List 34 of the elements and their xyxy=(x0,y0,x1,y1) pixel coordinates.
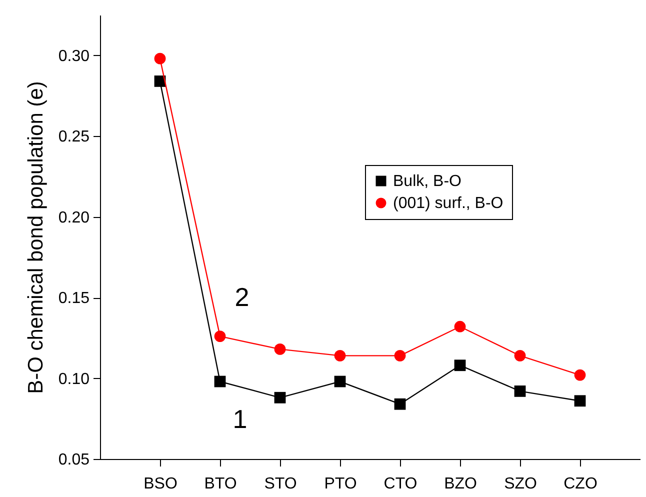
x-tick-label: CZO xyxy=(564,476,598,492)
point xyxy=(574,369,586,381)
point xyxy=(334,376,346,388)
legend-label: Bulk, B-O xyxy=(393,173,462,190)
point xyxy=(274,344,286,355)
x-tick-label: BTO xyxy=(204,476,237,492)
x-tick-label: SZO xyxy=(504,476,537,492)
y-tick-label: 0.25 xyxy=(58,128,90,146)
x-tick-label: CTO xyxy=(384,476,418,492)
point xyxy=(454,320,466,332)
point xyxy=(574,395,586,407)
point xyxy=(514,350,526,362)
x-tick-label: STO xyxy=(264,476,297,492)
legend-label: (001) surf., B-O xyxy=(393,195,504,212)
y-tick-label: 0.10 xyxy=(58,370,90,388)
x-tick-label: BZO xyxy=(444,476,477,492)
y-tick-label: 0.05 xyxy=(58,452,90,468)
point xyxy=(214,376,226,388)
y-tick-label: 0.30 xyxy=(58,48,90,65)
point xyxy=(394,398,406,410)
point xyxy=(454,360,466,372)
point xyxy=(514,385,526,397)
point xyxy=(274,392,286,404)
y-tick-label: 0.20 xyxy=(58,209,90,226)
point xyxy=(334,350,346,362)
y-tick-label: 0.15 xyxy=(58,290,90,308)
x-tick-label: PTO xyxy=(324,476,357,492)
x-tick-label: BSO xyxy=(144,476,178,492)
point xyxy=(154,52,166,64)
point xyxy=(214,330,226,342)
y-axis-title: B-O chemical bond population (e) xyxy=(24,81,48,394)
point xyxy=(394,350,406,362)
annotation: 1 xyxy=(232,404,248,434)
annotation: 2 xyxy=(234,282,250,312)
